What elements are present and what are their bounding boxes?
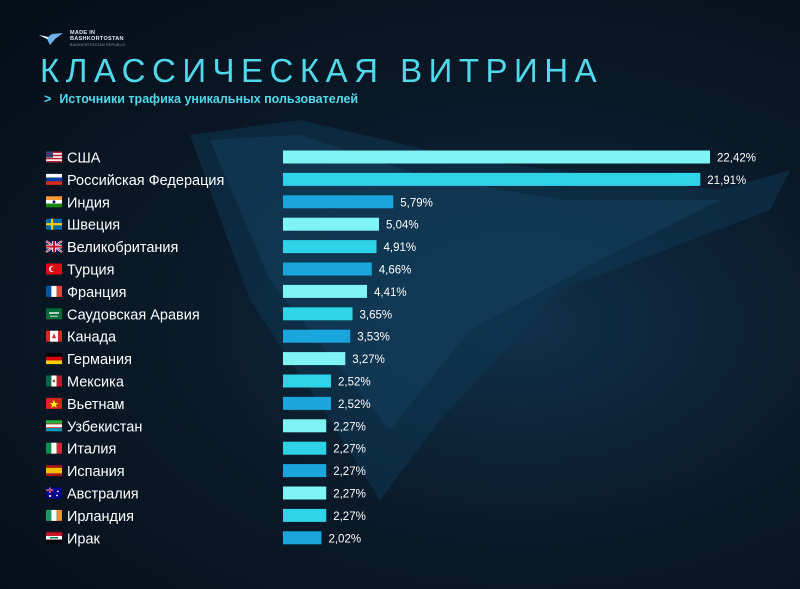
country-label: Великобритания (67, 240, 178, 256)
bar (283, 284, 367, 298)
country-label: Ирак (67, 531, 101, 547)
logo-line-2: BASHKORTOSTAN (70, 36, 124, 42)
country-label: Российская Федерация (67, 173, 224, 189)
bar-value-label: 5,04% (386, 220, 419, 232)
page-subtitle: > Источники трафика уникальных пользовате… (44, 92, 358, 106)
country-label: Саудовская Аравия (67, 307, 200, 323)
bar-value-label: 2,52% (338, 399, 371, 411)
flag-vn-icon (46, 397, 62, 409)
flag-de-icon (46, 353, 62, 365)
country-label: Испания (67, 464, 125, 480)
flag-ru-icon (46, 173, 62, 185)
page-title: КЛАССИЧЕСКАЯ ВИТРИНА (40, 52, 604, 89)
brand-logo-text: MADE IN BASHKORTOSTAN BASHKORTOSTAN REPU… (70, 30, 126, 48)
bar-value-label: 2,52% (338, 377, 371, 389)
bar (283, 419, 327, 433)
country-label: Франция (67, 285, 126, 301)
bar-value-label: 5,79% (400, 197, 433, 209)
country-label: Ирландия (67, 509, 134, 525)
bar (283, 262, 372, 276)
country-label: Италия (67, 442, 116, 458)
bar-value-label: 2,27% (333, 466, 366, 478)
country-label: Узбекистан (67, 419, 142, 435)
bar-value-label: 22,42% (717, 153, 756, 165)
flag-ca-icon (46, 330, 62, 342)
country-label: Турция (67, 263, 114, 279)
bar-value-label: 2,02% (328, 533, 361, 545)
country-label: США (67, 151, 101, 167)
flag-fr-icon (46, 285, 62, 297)
country-label: Индия (67, 195, 110, 211)
bar (283, 441, 327, 455)
bar (283, 486, 327, 500)
logo-line-1: MADE IN (70, 30, 96, 36)
flag-se-icon (46, 218, 62, 230)
bar (283, 508, 327, 522)
brand-logo: MADE IN BASHKORTOSTAN BASHKORTOSTAN REPU… (38, 30, 126, 48)
bar (283, 374, 331, 388)
bird-logo-icon (39, 33, 63, 45)
flag-tr-icon (46, 263, 62, 275)
bar-value-label: 2,27% (333, 444, 366, 456)
flag-mx-icon (46, 375, 62, 387)
flag-uz-icon (46, 420, 62, 432)
bar (283, 464, 327, 478)
bar-value-label: 4,66% (379, 265, 412, 277)
bar-value-label: 3,53% (357, 332, 390, 344)
bar (283, 531, 322, 545)
bar-value-label: 4,91% (384, 242, 417, 254)
flag-sa-icon (46, 308, 62, 320)
bar (283, 172, 701, 186)
bar (283, 217, 379, 231)
flag-ie-icon (46, 509, 62, 521)
subtitle-arrow: > (44, 92, 52, 106)
logo-line-3: BASHKORTOSTAN REPUBLIC (70, 43, 127, 47)
bar-value-label: 3,27% (352, 354, 385, 366)
country-label: Канада (67, 330, 117, 346)
country-label: Вьетнам (67, 397, 125, 413)
flag-au-icon (46, 487, 62, 499)
bar (283, 396, 331, 410)
bar-value-label: 4,41% (374, 287, 407, 299)
bar (283, 329, 351, 343)
bar (283, 307, 353, 321)
bar (283, 150, 710, 164)
bar (283, 352, 346, 366)
country-label: Австралия (67, 487, 139, 503)
bar (283, 195, 394, 209)
flag-in-icon (46, 196, 62, 208)
flag-iq-icon (46, 532, 62, 544)
bar-value-label: 2,27% (333, 421, 366, 433)
flag-it-icon (46, 442, 62, 454)
country-label: Швеция (67, 218, 120, 234)
subtitle-text: Источники трафика уникальных пользовател… (59, 92, 359, 106)
bar-value-label: 2,27% (333, 511, 366, 523)
bar-value-label: 21,91% (707, 175, 746, 187)
flag-us-icon (46, 151, 62, 163)
bar (283, 240, 377, 254)
flag-es-icon (46, 465, 62, 477)
country-label: Германия (67, 352, 132, 368)
country-label: Мексика (67, 375, 125, 391)
flag-gb-icon (45, 240, 63, 253)
bar-value-label: 3,65% (360, 309, 393, 321)
bar-value-label: 2,27% (333, 489, 366, 501)
